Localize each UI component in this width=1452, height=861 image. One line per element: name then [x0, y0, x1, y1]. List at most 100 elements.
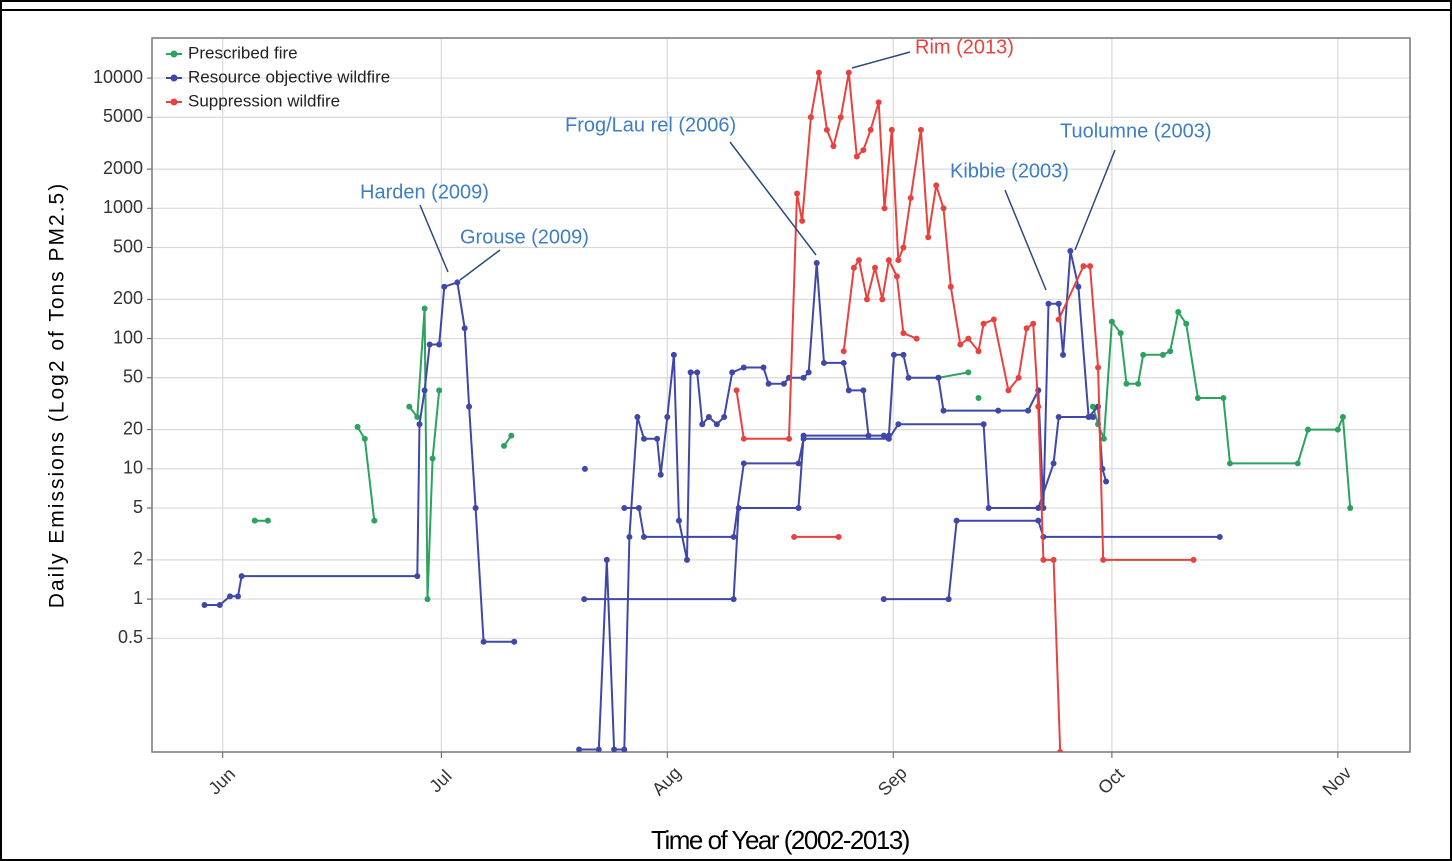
- data-point: [1135, 380, 1142, 387]
- data-point: [925, 234, 932, 241]
- data-point: [657, 471, 664, 478]
- y-tick-label: 2: [133, 549, 143, 569]
- data-point: [466, 403, 473, 410]
- y-tick-label: 5: [133, 497, 143, 517]
- data-point: [1080, 263, 1087, 270]
- data-point: [511, 638, 518, 645]
- data-point: [414, 413, 421, 420]
- data-point: [480, 638, 487, 645]
- data-point: [1067, 248, 1074, 255]
- annotation-leader: [459, 249, 501, 281]
- data-point: [900, 351, 907, 358]
- data-point: [640, 435, 647, 442]
- annotation: Harden (2009): [360, 181, 489, 203]
- data-point: [845, 69, 852, 76]
- data-point: [1108, 318, 1115, 325]
- data-point: [361, 435, 368, 442]
- data-point: [1123, 380, 1130, 387]
- data-point: [875, 99, 882, 106]
- data-point: [893, 273, 900, 280]
- data-point: [975, 394, 982, 401]
- data-point: [424, 596, 431, 603]
- data-point: [840, 359, 847, 366]
- annotation-leader: [1074, 149, 1116, 251]
- data-point: [780, 380, 787, 387]
- y-tick-label: 10: [123, 458, 143, 478]
- data-point: [1055, 316, 1062, 323]
- data-point: [867, 126, 874, 133]
- data-point: [664, 413, 671, 420]
- data-point: [1055, 300, 1062, 307]
- data-point: [730, 596, 737, 603]
- data-point: [436, 341, 443, 348]
- data-point: [830, 143, 837, 150]
- data-point: [1085, 413, 1092, 420]
- data-point: [860, 387, 867, 394]
- data-point: [807, 114, 814, 121]
- data-point: [264, 517, 271, 524]
- data-point: [895, 421, 902, 428]
- data-point: [235, 593, 242, 600]
- data-point: [729, 369, 736, 376]
- data-point: [850, 264, 857, 271]
- data-point: [1140, 351, 1147, 358]
- data-point: [454, 279, 461, 286]
- data-point: [426, 341, 433, 348]
- data-point: [895, 257, 902, 264]
- data-point: [1175, 308, 1182, 315]
- data-point: [795, 505, 802, 512]
- data-point: [735, 505, 742, 512]
- data-point: [740, 364, 747, 371]
- data-point: [371, 517, 378, 524]
- annotation: Grouse (2009): [460, 226, 589, 248]
- data-point: [1050, 556, 1057, 563]
- data-point: [980, 421, 987, 428]
- data-point: [694, 369, 701, 376]
- data-point: [985, 505, 992, 512]
- data-point: [730, 533, 737, 540]
- data-point: [880, 432, 887, 439]
- data-point: [872, 264, 879, 271]
- plot-background: [152, 38, 1410, 752]
- data-point: [416, 421, 423, 428]
- data-point: [501, 442, 508, 449]
- annotation: Rim (2013): [915, 36, 1014, 58]
- data-point: [945, 596, 952, 603]
- data-point: [900, 330, 907, 337]
- data-point: [1100, 435, 1107, 442]
- y-tick-label: 1000: [103, 197, 143, 217]
- data-point: [885, 435, 892, 442]
- data-point: [975, 348, 982, 355]
- data-point: [354, 423, 361, 430]
- data-point: [881, 205, 888, 212]
- data-point: [595, 746, 602, 752]
- y-tick-label: 50: [123, 367, 143, 387]
- data-point: [1057, 749, 1064, 752]
- data-point: [406, 403, 413, 410]
- data-point: [990, 316, 997, 323]
- data-point: [823, 126, 830, 133]
- data-point: [611, 746, 618, 752]
- legend-marker: [170, 50, 178, 58]
- data-point: [1159, 351, 1166, 358]
- data-point: [1183, 320, 1190, 327]
- annotation: Kibbie (2003): [950, 160, 1069, 182]
- y-tick-label: 5000: [103, 106, 143, 126]
- annotation: Frog/Lau rel (2006): [565, 114, 736, 136]
- data-point: [890, 351, 897, 358]
- data-point: [436, 387, 443, 394]
- y-tick-label: 100: [113, 327, 143, 347]
- data-point: [840, 348, 847, 355]
- data-point: [251, 517, 258, 524]
- data-point: [765, 380, 772, 387]
- data-point: [1060, 351, 1067, 358]
- data-point: [786, 435, 793, 442]
- data-point: [441, 283, 448, 290]
- data-point: [1015, 374, 1022, 381]
- data-point: [687, 369, 694, 376]
- data-point: [845, 387, 852, 394]
- data-point: [995, 407, 1002, 414]
- y-tick-label: 2000: [103, 158, 143, 178]
- y-tick-label: 0.5: [118, 627, 143, 647]
- legend-marker: [170, 98, 178, 106]
